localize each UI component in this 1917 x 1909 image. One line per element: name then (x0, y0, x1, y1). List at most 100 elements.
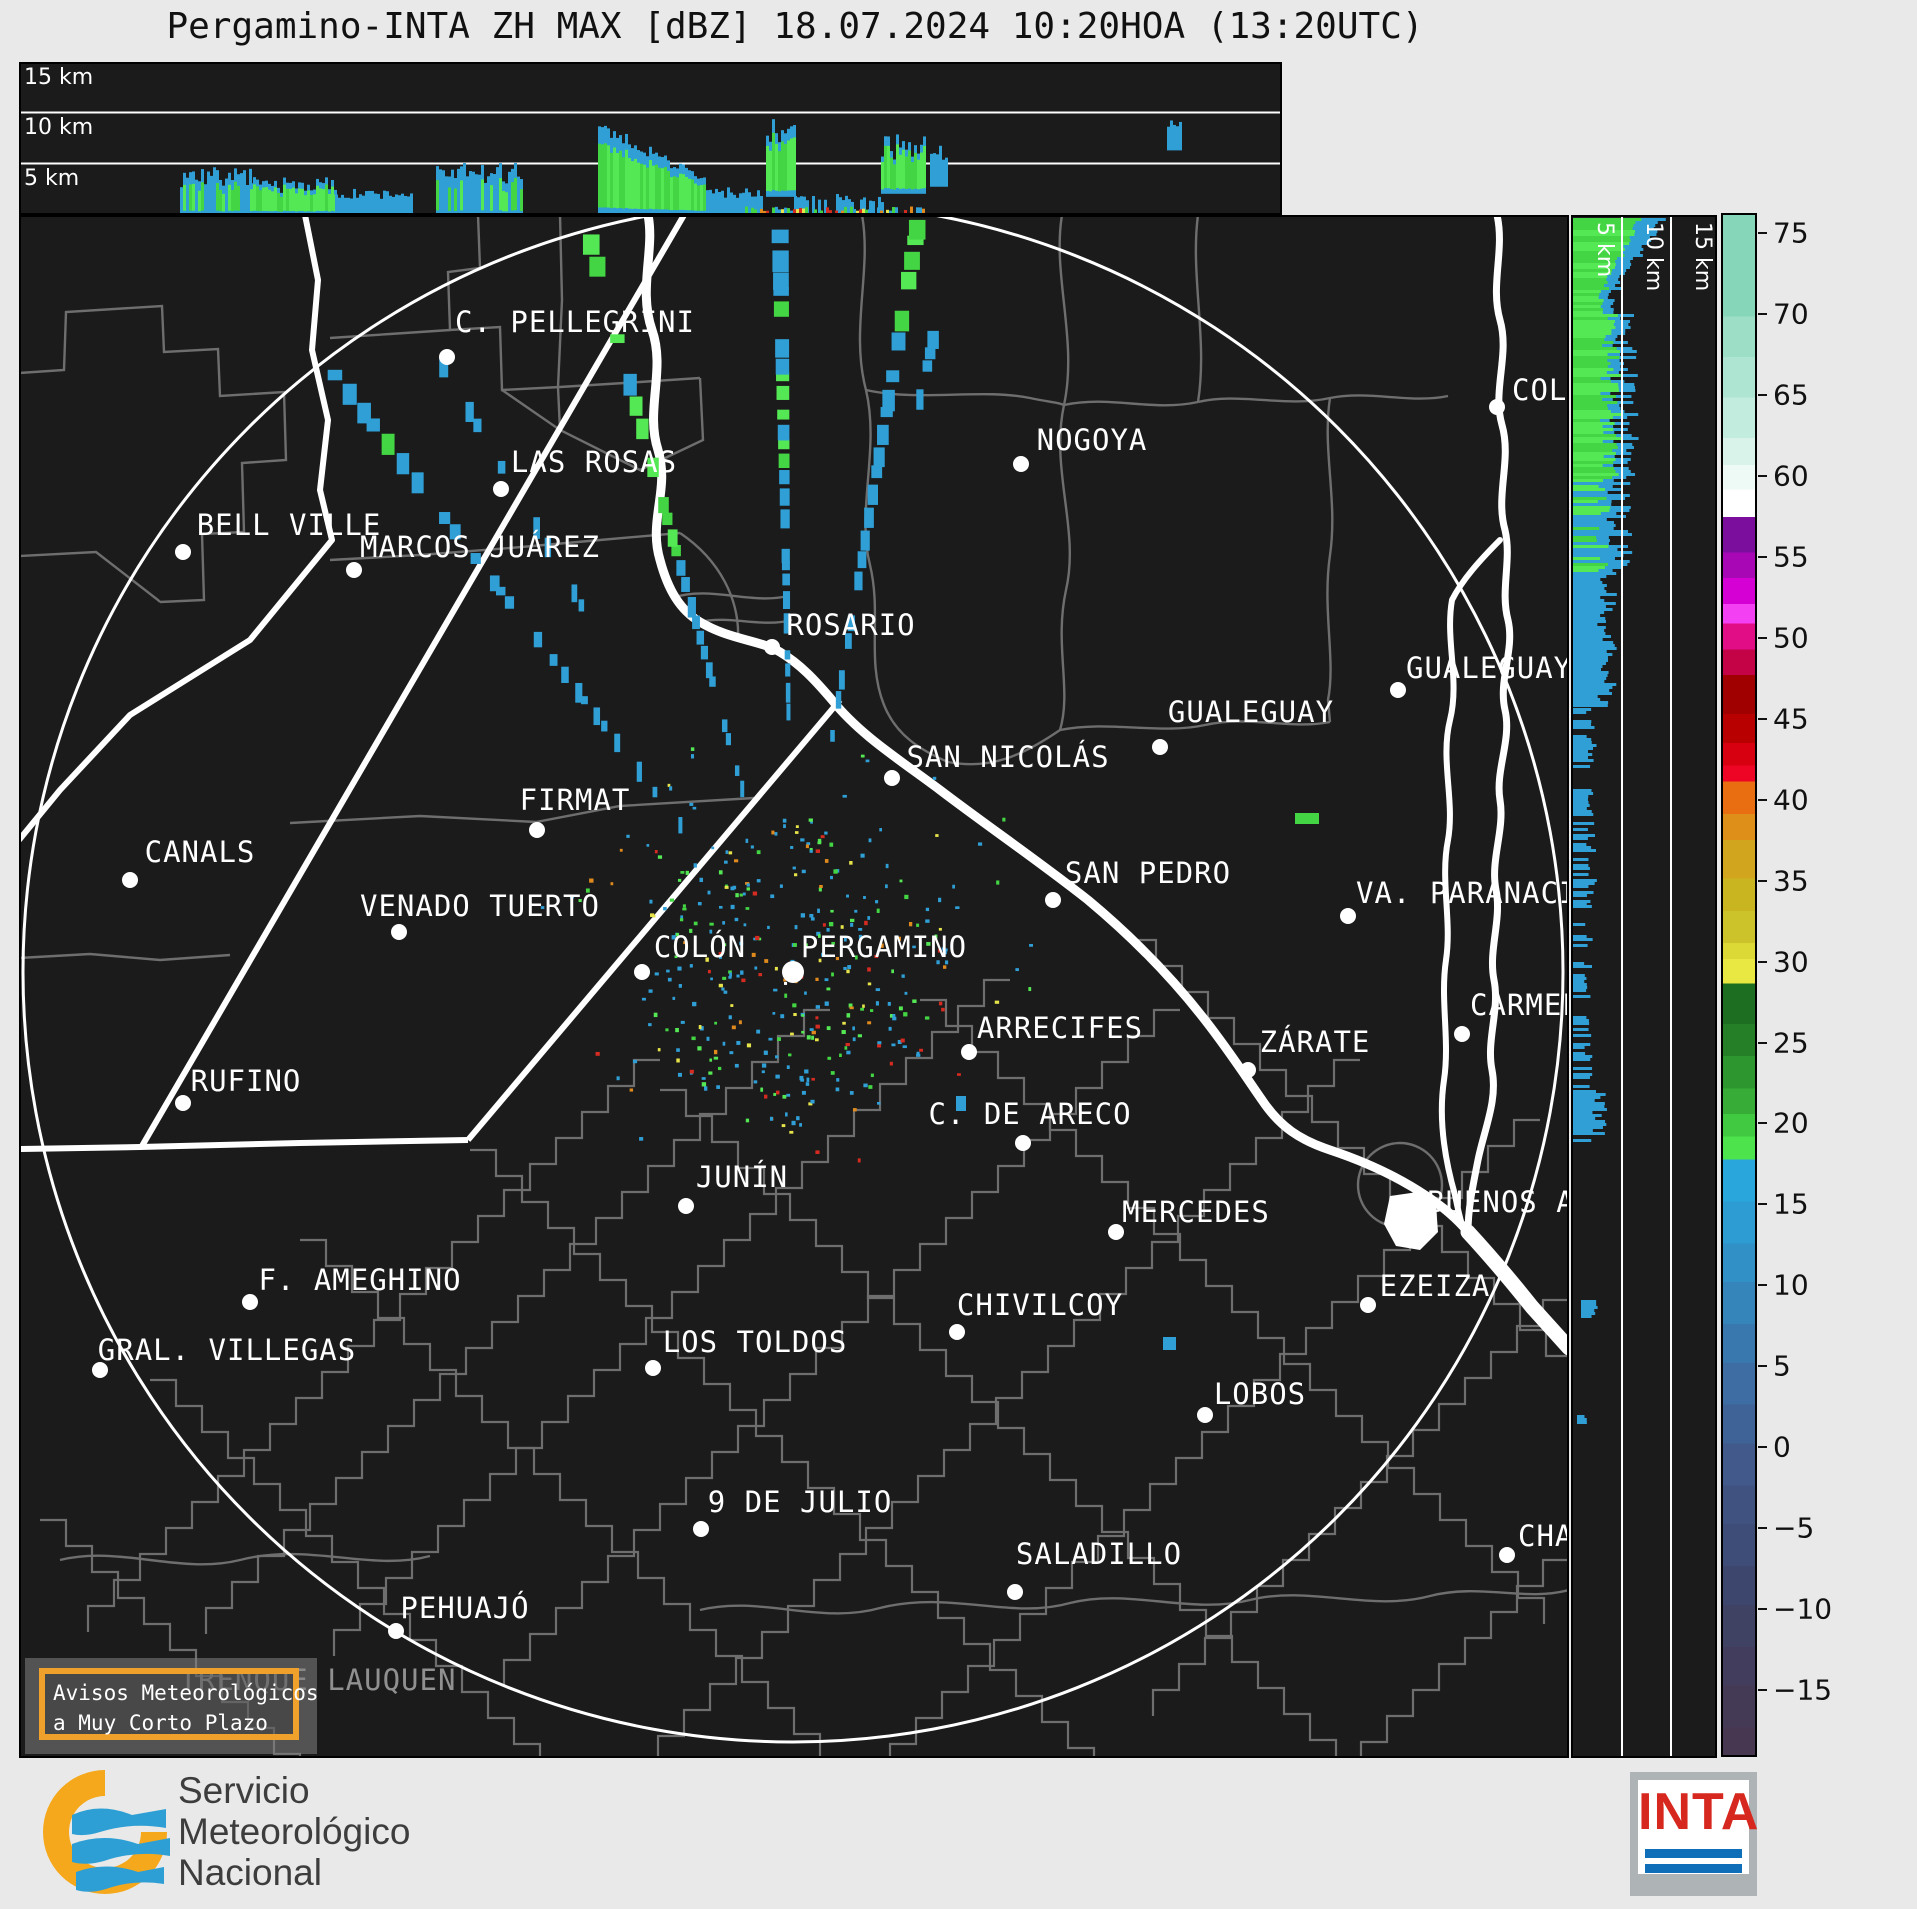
colorbar-tick-label: 55 (1773, 540, 1809, 574)
city-label: JUNÍN (696, 1160, 788, 1194)
colorbar-tick-label: 10 (1773, 1268, 1809, 1302)
colorbar-tick-label: 70 (1773, 297, 1809, 331)
city-label: GUALEGUAYCHÚ (1406, 651, 1567, 685)
cross-section-right-plot: 5 km 10 km 15 km (1573, 217, 1715, 1756)
city-dot (961, 1044, 977, 1060)
city-dot (388, 1623, 404, 1639)
colorbar-tick (1758, 636, 1767, 639)
inta-bar-1 (1645, 1849, 1742, 1858)
colorbar-tick-label: 25 (1773, 1026, 1809, 1059)
city-dot (884, 770, 900, 786)
city-label: LAS ROSAS (511, 445, 677, 479)
city-dot (1390, 682, 1406, 698)
city-dot (1152, 739, 1168, 755)
city-dot (529, 822, 545, 838)
colorbar-tick (1758, 393, 1767, 396)
city-dot (693, 1521, 709, 1537)
colorbar-tick (1758, 1527, 1767, 1530)
colorbar-tick (1758, 312, 1767, 315)
colorbar-gradient (1721, 213, 1757, 1757)
colorbar-tick (1758, 555, 1767, 558)
city-label: MARCOS JUÁREZ (360, 530, 600, 564)
city-label: BELL VILLE (197, 508, 382, 542)
city-dot (782, 961, 804, 983)
city-label: RUFINO (191, 1064, 302, 1098)
city-dot (1240, 1062, 1256, 1078)
colorbar-tick (1758, 1446, 1767, 1449)
city-dot (1499, 1547, 1515, 1563)
colorbar-tick-label: 0 (1773, 1430, 1791, 1464)
city-dot (1340, 908, 1356, 924)
city-label: CANALS (145, 835, 256, 869)
short-term-warnings-box[interactable]: Avisos Meteorológicos a Muy Corto Plazo (39, 1668, 319, 1740)
city-label: CHIVILCOY (957, 1288, 1123, 1322)
colorbar-tick-label: 30 (1773, 945, 1809, 979)
city-label: CHASCOMÚS (1518, 1519, 1567, 1553)
city-label: SAN PEDRO (1065, 856, 1231, 890)
colorbar-tick-label: −5 (1773, 1511, 1815, 1545)
altitude-axis-label: 10 km (24, 115, 93, 140)
smn-line-servicio: Servicio (178, 1770, 310, 1811)
city-dot (175, 1095, 191, 1111)
city-dot (645, 1360, 661, 1376)
smn-logo-icon (43, 1770, 170, 1894)
smn-logo-text: Servicio Meteorológico Nacional (178, 1770, 410, 1893)
colorbar-tick (1758, 1041, 1767, 1044)
city-label: GRAL. VILLEGAS (98, 1333, 356, 1367)
city-dot (1045, 892, 1061, 908)
colorbar-tick-label: −10 (1773, 1592, 1833, 1626)
city-label: NOGOYA (1037, 423, 1148, 457)
colorbar-tick (1758, 879, 1767, 882)
altitude-axis-label: 10 km (1641, 222, 1666, 291)
colorbar-tick (1758, 474, 1767, 477)
warning-box-backdrop: Avisos Meteorológicos a Muy Corto Plazo (25, 1658, 319, 1754)
cross-section-right-panel: 5 km 10 km 15 km (1571, 215, 1717, 1758)
altitude-axis-label: 15 km (1690, 222, 1715, 291)
colorbar-tick-label: 35 (1773, 864, 1809, 898)
city-dot (1360, 1297, 1376, 1313)
colorbar-tick (1758, 1689, 1767, 1692)
city-dot (764, 639, 780, 655)
city-dot (1454, 1026, 1470, 1042)
inta-logo: INTA (1630, 1772, 1758, 1896)
city-label: COLÓN (1512, 373, 1567, 407)
city-dot (391, 924, 407, 940)
colorbar-tick (1758, 1203, 1767, 1206)
city-dot (493, 481, 509, 497)
city-label: C. DE ARECO (928, 1097, 1131, 1131)
footer: Servicio Meteorológico Nacional INTA (0, 1758, 1917, 1909)
city-label: C. PELLEGRINI (455, 305, 695, 339)
smn-line-nacional: Nacional (178, 1852, 322, 1893)
cross-section-top-panel: 15 km 10 km 5 km (19, 62, 1282, 215)
city-dot (1007, 1584, 1023, 1600)
city-label: SALADILLO (1016, 1537, 1182, 1571)
inta-logo-inner: INTA (1638, 1780, 1758, 1874)
page-title: Pergamino-INTA ZH MAX [dBZ] 18.07.2024 1… (166, 6, 1424, 47)
city-label: VENADO TUERTO (360, 889, 600, 923)
city-label: ARRECIFES (977, 1011, 1143, 1045)
colorbar-tick (1758, 1608, 1767, 1611)
city-label: GUALEGUAY (1168, 695, 1334, 729)
warning-line-1: Avisos Meteorológicos (53, 1681, 319, 1705)
colorbar-tick-label: 75 (1773, 216, 1809, 250)
warning-line-2: a Muy Corto Plazo (53, 1711, 268, 1735)
colorbar-tick (1758, 960, 1767, 963)
city-label: MERCEDES (1122, 1195, 1270, 1229)
city-label: BUENOS AIRES (1427, 1185, 1567, 1219)
altitude-axis-label: 15 km (24, 65, 93, 90)
city-label: 9 DE JULIO (708, 1485, 893, 1519)
colorbar-tick-label: 50 (1773, 621, 1809, 655)
city-label: LOBOS (1214, 1377, 1306, 1411)
city-dot (1108, 1224, 1124, 1240)
colorbar-tick (1758, 798, 1767, 801)
city-dot (122, 872, 138, 888)
city-dot (1013, 456, 1029, 472)
city-label: LOS TOLDOS (663, 1325, 848, 1359)
city-label: FIRMAT (520, 783, 631, 817)
colorbar-tick (1758, 1365, 1767, 1368)
altitude-axis-label: 5 km (24, 166, 79, 191)
city-dot (1489, 399, 1505, 415)
city-dot (949, 1324, 965, 1340)
